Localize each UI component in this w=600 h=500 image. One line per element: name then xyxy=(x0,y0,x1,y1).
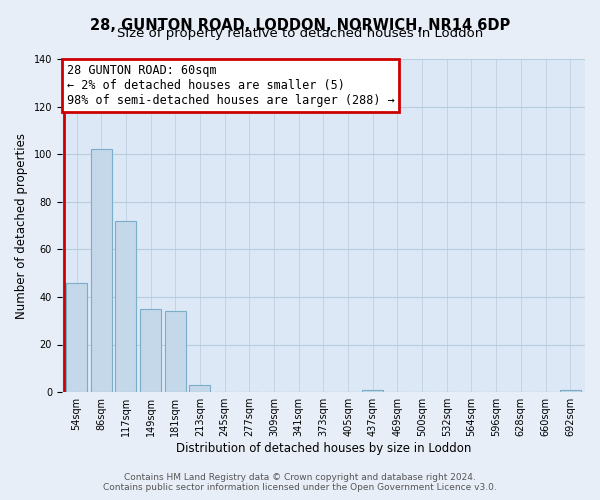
Text: 28 GUNTON ROAD: 60sqm
← 2% of detached houses are smaller (5)
98% of semi-detach: 28 GUNTON ROAD: 60sqm ← 2% of detached h… xyxy=(67,64,395,107)
Bar xyxy=(140,309,161,392)
Text: Size of property relative to detached houses in Loddon: Size of property relative to detached ho… xyxy=(117,28,483,40)
Bar xyxy=(91,150,112,392)
Bar xyxy=(190,385,211,392)
Y-axis label: Number of detached properties: Number of detached properties xyxy=(15,132,28,318)
X-axis label: Distribution of detached houses by size in Loddon: Distribution of detached houses by size … xyxy=(176,442,471,455)
Bar xyxy=(165,311,186,392)
Text: 28, GUNTON ROAD, LODDON, NORWICH, NR14 6DP: 28, GUNTON ROAD, LODDON, NORWICH, NR14 6… xyxy=(90,18,510,32)
Bar xyxy=(115,221,136,392)
Bar xyxy=(362,390,383,392)
Text: Contains HM Land Registry data © Crown copyright and database right 2024.
Contai: Contains HM Land Registry data © Crown c… xyxy=(103,473,497,492)
Bar xyxy=(66,282,87,392)
Bar xyxy=(560,390,581,392)
